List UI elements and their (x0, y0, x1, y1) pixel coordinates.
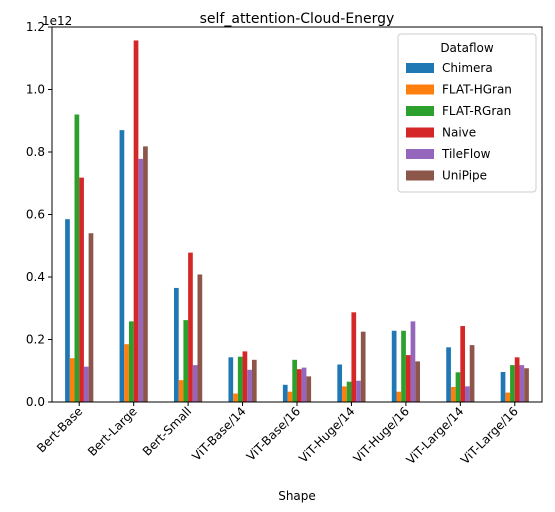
bar-unipipe-3 (251, 359, 257, 402)
bar-tileflow-2 (192, 365, 198, 403)
x-tick-label: ViT-Huge/16 (351, 404, 412, 465)
bar-flat-hgran-3 (233, 393, 238, 402)
legend-label: Chimera (442, 61, 493, 75)
bar-flat-rgran-3 (237, 356, 243, 402)
x-tick-label: Bert-Base (34, 404, 85, 455)
bar-unipipe-7 (469, 345, 475, 403)
x-axis-label: Shape (278, 489, 316, 503)
legend-label: TileFlow (441, 147, 491, 161)
bar-flat-rgran-0 (74, 114, 80, 402)
y-tick-label: 0.2 (26, 333, 45, 347)
bar-unipipe-8 (524, 368, 529, 402)
bar-flat-rgran-5 (346, 381, 352, 402)
bar-tileflow-7 (465, 386, 470, 403)
y-tick-label: 0.8 (26, 145, 45, 159)
x-tick-label: Bert-Small (140, 404, 194, 458)
bar-flat-hgran-0 (69, 358, 75, 402)
bar-chimera-4 (282, 384, 288, 402)
legend: Dataflow Chimera FLAT-HGran FLAT-RGran Naive… (397, 33, 537, 193)
bar-tileflow-3 (247, 369, 252, 402)
bar-unipipe-5 (360, 331, 366, 402)
bar-chimera-5 (337, 364, 343, 402)
bar-tileflow-0 (83, 366, 89, 402)
bar-tileflow-6 (410, 321, 416, 403)
bar-naive-3 (242, 351, 248, 403)
legend-swatch-flat-hgran (406, 84, 434, 95)
legend-swatch-flat-rgran (406, 106, 434, 116)
legend-swatch-tileflow (406, 149, 434, 159)
bar-flat-rgran-8 (510, 365, 515, 403)
bar-flat-rgran-1 (128, 321, 134, 403)
bar-unipipe-1 (143, 146, 148, 403)
bar-chimera-6 (391, 330, 397, 402)
legend-label: FLAT-HGran (442, 83, 512, 97)
bar-flat-hgran-4 (287, 391, 293, 402)
bar-chimera-3 (228, 357, 234, 402)
bar-flat-hgran-5 (342, 386, 347, 403)
bar-naive-2 (188, 252, 193, 403)
y-axis: 0.0 0.2 0.4 0.6 0.8 1.0 1.2 (26, 20, 52, 409)
bar-chimera-0 (65, 219, 70, 402)
chart-title: self_attention-Cloud-Energy (200, 11, 395, 27)
bar-naive-4 (297, 369, 302, 402)
y-tick-label: 0.4 (26, 270, 45, 284)
bar-unipipe-2 (197, 274, 203, 402)
y-tick-label: 1.2 (26, 20, 45, 34)
x-axis: Bert-Base Bert-Large Bert-SmallViT-Base/14… (34, 402, 521, 467)
bar-naive-0 (79, 177, 84, 402)
y-tick-label: 0.6 (26, 208, 45, 222)
bar-flat-rgran-7 (455, 372, 461, 402)
bar-naive-6 (405, 355, 411, 403)
bar-chimera-2 (174, 287, 179, 402)
x-tick-label: Bert-Large (85, 404, 140, 459)
bar-unipipe-6 (415, 361, 420, 403)
bar-naive-5 (351, 312, 357, 402)
bar-naive-8 (514, 357, 520, 402)
bar-chimera-8 (500, 372, 506, 402)
bar-unipipe-4 (306, 376, 312, 403)
bar-flat-rgran-6 (401, 330, 406, 402)
bars-group (65, 40, 529, 403)
bar-flat-hgran-7 (450, 387, 456, 402)
legend-swatch-chimera (406, 63, 434, 73)
x-tick-label: ViT-Large/16 (458, 404, 521, 467)
legend-label: FLAT-RGran (442, 104, 511, 118)
bar-flat-hgran-8 (505, 392, 511, 403)
x-tick-label: ViT-Base/16 (244, 404, 303, 463)
bar-chimera-1 (119, 130, 125, 403)
bar-chimera-7 (446, 347, 451, 402)
y-tick-label: 0.0 (26, 395, 45, 409)
bar-flat-hgran-1 (124, 344, 129, 402)
bar-tileflow-5 (356, 380, 361, 402)
legend-swatch-naive (406, 127, 434, 138)
bar-flat-rgran-4 (292, 359, 297, 402)
bar-tileflow-4 (301, 367, 307, 403)
x-tick-label: ViT-Base/14 (189, 404, 248, 463)
bar-flat-rgran-2 (183, 320, 189, 403)
bar-tileflow-8 (519, 365, 525, 403)
bar-flat-hgran-6 (396, 391, 402, 402)
plot-frame (51, 26, 543, 403)
x-tick-label: ViT-Large/14 (404, 404, 467, 467)
x-tick-label: ViT-Huge/14 (296, 404, 357, 465)
y-scale-label: 1e12 (42, 14, 72, 28)
bar-naive-1 (133, 40, 139, 402)
bar-flat-hgran-2 (178, 380, 184, 403)
legend-label: UniPipe (442, 169, 487, 183)
bar-unipipe-0 (88, 233, 94, 402)
legend-swatch-unipipe (406, 170, 434, 181)
y-tick-label: 1.0 (26, 83, 45, 97)
legend-title: Dataflow (440, 41, 494, 55)
legend-label: Naive (442, 126, 476, 140)
bar-tileflow-1 (138, 158, 144, 402)
bar-naive-7 (460, 326, 466, 402)
